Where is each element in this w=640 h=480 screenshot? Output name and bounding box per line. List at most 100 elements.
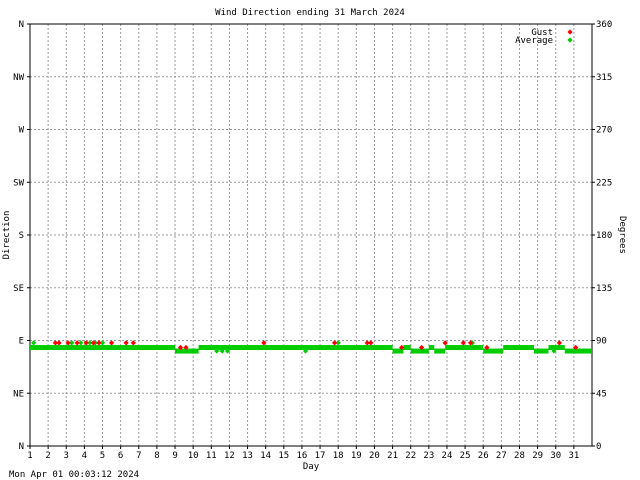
x-tick-label: 23 [423,451,434,461]
average-band-segment [503,345,534,351]
x-tick-label: 31 [568,451,579,461]
average-point [219,348,225,354]
y-tick-label-right: 90 [596,337,607,347]
y-tick-label-left: W [19,126,25,136]
gust-point [364,340,370,346]
x-tick-label: 6 [118,451,123,461]
gust-point [96,340,102,346]
x-tick-label: 12 [224,451,235,461]
x-tick-label: 13 [242,451,253,461]
y-tick-label-right: 360 [596,20,612,30]
x-tick-label: 2 [45,451,50,461]
x-tick-label: 30 [550,451,561,461]
average-band-segment [533,348,549,354]
average-band-segment [428,345,435,351]
y-tick-label-right: 180 [596,231,612,241]
legend-label-gust: Gust [531,28,553,38]
x-tick-label: 3 [64,451,69,461]
gust-point [74,340,80,346]
y-axis-right-ticks: 0 45 90 135 180 225 270 315 360 [592,20,612,452]
x-tick-label: 29 [532,451,543,461]
gust-series-points [52,340,579,351]
x-tick-label: 14 [260,451,271,461]
average-point [302,348,309,354]
x-tick-label: 1 [27,451,32,461]
y-tick-label-right: 135 [596,284,612,294]
gust-point [90,340,97,346]
gust-point [52,340,58,346]
gust-point [177,344,184,351]
gust-point [573,344,579,351]
x-axis-label: Day [303,462,320,472]
gust-point [418,344,425,351]
average-point [225,348,231,354]
average-band-segment [445,345,484,351]
y-tick-label-left: NW [13,73,24,83]
x-tick-label: 28 [514,451,525,461]
y-tick-label-left: N [19,442,24,452]
average-band-segment [30,345,176,351]
x-tick-label: 11 [206,451,217,461]
gust-point [484,344,490,351]
x-tick-label: 21 [387,451,398,461]
x-tick-label: 19 [351,451,362,461]
average-point [78,340,84,346]
gust-point [467,340,474,346]
y-tick-label-left: N [19,20,24,30]
y-tick-label-left: NE [13,389,24,399]
average-point [31,340,37,346]
y-tick-label-left: SE [13,284,24,294]
average-point [69,340,75,346]
average-point [335,340,341,346]
x-axis-ticks: 1 2 3 4 5 6 7 8 9 10 11 12 13 14 15 16 17 18 19 20 21 22 23 24 2… [27,446,579,461]
x-tick-label: 5 [100,451,105,461]
y-tick-label-right: 270 [596,126,612,136]
y-axis-right-label: Degrees [617,216,627,254]
y-axis-left-label: Direction [2,211,12,260]
x-tick-label: 27 [496,451,507,461]
average-band-segment [564,348,592,354]
average-band-segment [175,348,199,354]
legend-label-average: Average [515,36,553,46]
y-tick-label-right: 225 [596,178,612,188]
x-tick-label: 9 [172,451,177,461]
gust-point [331,340,338,346]
legend-marker-average [567,37,573,43]
x-tick-label: 26 [478,451,489,461]
grid [30,24,592,446]
average-band-segment [403,345,411,351]
average-band-segment [548,345,565,351]
gust-point [65,340,71,346]
x-tick-label: 10 [188,451,199,461]
average-band-segment [198,345,393,351]
average-band-segment [392,348,404,354]
average-point [87,340,93,346]
y-tick-label-left: SW [13,178,24,188]
x-tick-label: 25 [460,451,471,461]
average-band-segment [410,348,429,354]
y-tick-label-left: E [19,337,24,347]
legend-marker-gust [567,29,573,35]
x-tick-label: 22 [405,451,416,461]
x-tick-label: 18 [333,451,344,461]
gust-point [83,340,89,346]
gust-point [261,340,267,346]
x-tick-label: 16 [297,451,308,461]
chart-title: Wind Direction ending 31 March 2024 [215,8,405,18]
gust-point [460,340,466,346]
gust-point [108,340,115,346]
x-tick-label: 24 [442,451,453,461]
gust-point [123,340,129,346]
average-band-segment [483,348,504,354]
gust-point [442,340,448,346]
average-point [214,348,220,354]
average-band-segment [434,348,446,354]
y-tick-label-right: 315 [596,73,612,83]
x-tick-label: 20 [369,451,380,461]
average-point [551,348,557,354]
gust-point [130,340,136,346]
x-tick-label: 17 [315,451,326,461]
gust-point [556,340,562,346]
x-tick-label: 4 [82,451,87,461]
